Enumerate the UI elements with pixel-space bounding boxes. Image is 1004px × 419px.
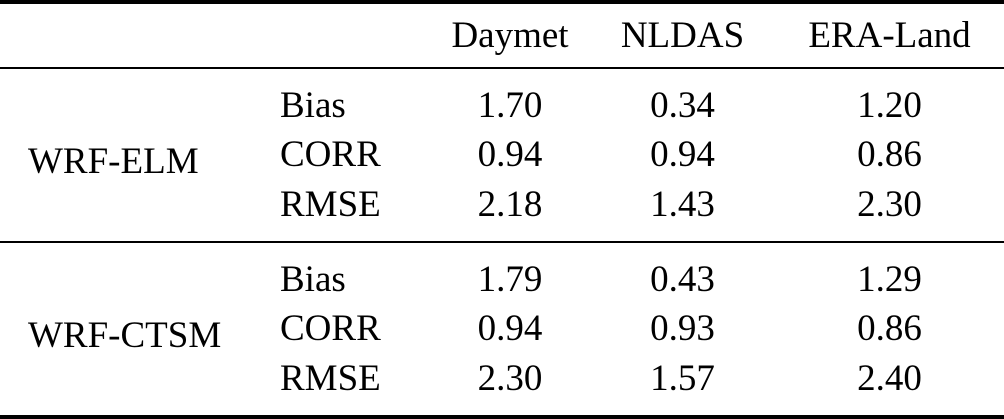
cell-value: 0.34 — [650, 84, 715, 126]
cell-value: 1.43 — [650, 184, 715, 226]
corner-cell-group — [0, 2, 280, 69]
header-row: Daymet NLDAS ERA-Land — [0, 2, 1004, 69]
table-header: Daymet NLDAS ERA-Land — [0, 2, 1004, 69]
cell-value: 0.86 — [857, 134, 922, 176]
cell-value: 0.43 — [650, 258, 715, 300]
table-row: WRF-CTSM Bias 1.79 0.43 1.29 — [0, 242, 1004, 356]
column-header-era-land: ERA-Land — [775, 2, 1004, 69]
cell-value: 2.40 — [857, 358, 922, 400]
cell-value: 1.29 — [857, 258, 922, 300]
cell-value: 0.86 — [857, 308, 922, 350]
row-group-label-wrf-ctsm: WRF-CTSM — [28, 314, 222, 356]
row-group-label-wrf-elm: WRF-ELM — [28, 140, 199, 182]
cell-value: 1.57 — [650, 358, 715, 400]
metric-label: CORR — [280, 134, 381, 176]
cell-value: 0.94 — [477, 308, 543, 350]
group-wrf-elm: WRF-ELM Bias 1.70 0.34 1.20 CORR 0.94 0.… — [0, 68, 1004, 242]
table-row: WRF-ELM Bias 1.70 0.34 1.20 — [0, 68, 1004, 182]
cell-value: 1.20 — [857, 84, 922, 126]
cell-value: 0.94 — [477, 134, 543, 176]
cell-value: 0.93 — [650, 308, 715, 350]
column-header-nldas: NLDAS — [590, 2, 775, 69]
cell-value: 0.94 — [650, 134, 715, 176]
cell-value: 1.70 — [477, 84, 543, 126]
table-row: CORR 0.94 0.94 0.86 — [0, 129, 1004, 181]
cell-value: 2.30 — [857, 184, 922, 226]
metric-label: RMSE — [280, 184, 381, 226]
metric-label: Bias — [280, 84, 346, 126]
metric-label: CORR — [280, 308, 381, 350]
cell-value: 2.30 — [477, 358, 543, 400]
table-row: RMSE 2.30 1.57 2.40 — [0, 355, 1004, 417]
metric-label: RMSE — [280, 358, 381, 400]
corner-cell-metric — [280, 2, 430, 69]
metric-label: Bias — [280, 258, 346, 300]
table-row: RMSE 2.18 1.43 2.30 — [0, 181, 1004, 242]
cell-value: 2.18 — [477, 184, 543, 226]
cell-value: 1.79 — [477, 258, 543, 300]
group-wrf-ctsm: WRF-CTSM Bias 1.79 0.43 1.29 CORR 0.94 0… — [0, 242, 1004, 417]
column-header-daymet: Daymet — [430, 2, 590, 69]
table-row: CORR 0.94 0.93 0.86 — [0, 303, 1004, 355]
